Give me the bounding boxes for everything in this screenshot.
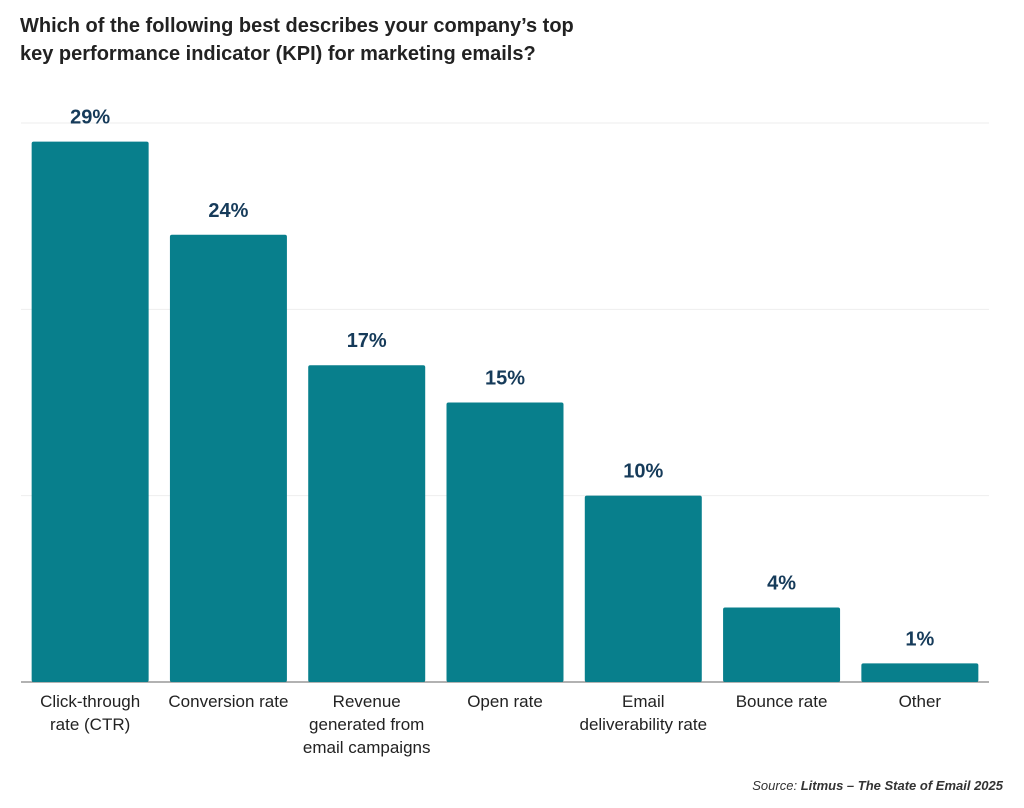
value-label: 10% [623, 461, 663, 483]
x-tick-label: Click-through rate (CTR) [40, 692, 141, 734]
x-tick-label: Revenue generated from email campaigns [302, 692, 431, 757]
bar [584, 495, 702, 682]
value-label: 29% [70, 107, 110, 129]
bar [31, 141, 149, 683]
source-name: Litmus – The State of Email 2025 [800, 778, 1003, 793]
chart-title: Which of the following best describes yo… [20, 15, 574, 65]
bar [723, 607, 841, 682]
source-label: Source: [752, 778, 798, 793]
value-label: 24% [208, 200, 248, 222]
value-label: 1% [905, 628, 934, 650]
x-tick-label: Other [898, 692, 942, 711]
x-tick-label: Bounce rate [735, 692, 828, 711]
bar [861, 663, 979, 682]
bar [446, 402, 564, 682]
x-tick-label: Open rate [467, 692, 543, 711]
bar [308, 365, 426, 682]
source: Source: Litmus – The State of Email 2025 [752, 778, 1003, 793]
value-label: 4% [767, 572, 796, 594]
x-tick-label: Email deliverability rate [579, 692, 708, 734]
value-label: 15% [485, 368, 525, 390]
bar [169, 234, 287, 683]
value-label: 17% [347, 330, 387, 352]
x-tick-label: Conversion rate [168, 692, 289, 711]
